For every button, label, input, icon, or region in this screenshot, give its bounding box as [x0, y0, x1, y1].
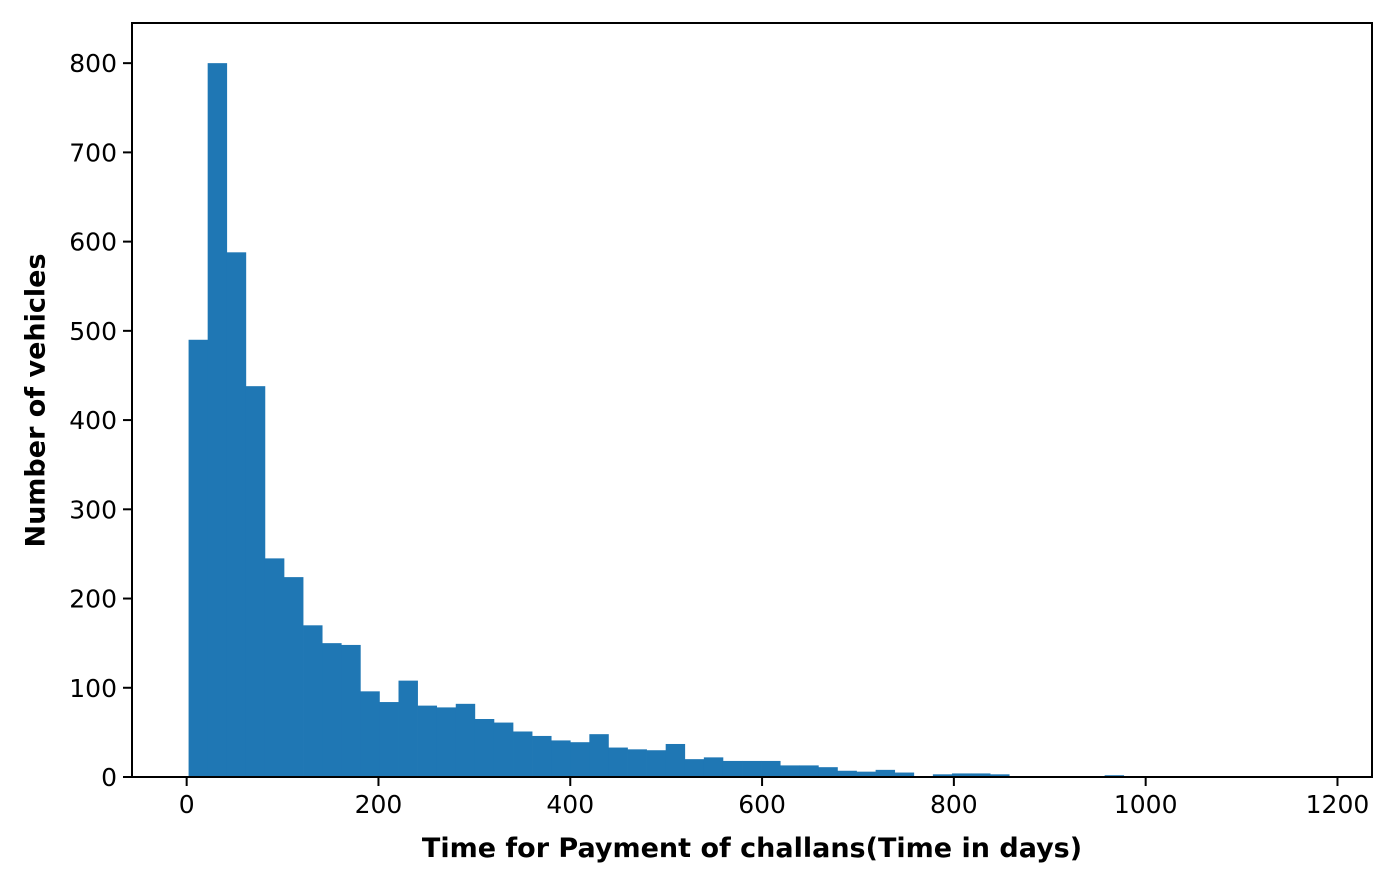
histogram-bar [646, 750, 667, 777]
y-tick-label: 800 [69, 49, 117, 78]
histogram-bar [551, 740, 571, 777]
histogram-bar [455, 703, 476, 777]
histogram-bar [761, 760, 781, 777]
histogram-bar [932, 774, 953, 777]
histogram-bar [513, 731, 533, 777]
histogram-bar [799, 765, 819, 777]
y-tick-label: 100 [69, 674, 117, 703]
histogram-bar [780, 765, 800, 777]
histogram-bar [360, 691, 380, 777]
histogram-bar [894, 772, 915, 777]
x-tick-label: 600 [738, 790, 786, 819]
histogram-bar [722, 760, 743, 777]
y-tick-label: 0 [101, 763, 117, 792]
x-tick-label: 200 [355, 790, 403, 819]
histogram-bar [226, 252, 247, 777]
x-tick-label: 0 [179, 790, 195, 819]
histogram-bar [990, 774, 1010, 777]
histogram-bar [665, 743, 686, 777]
histogram-bar [589, 734, 609, 777]
x-tick-label: 1200 [1306, 790, 1370, 819]
y-tick-label: 300 [69, 495, 117, 524]
histogram-bar [742, 760, 762, 777]
histogram-bar [818, 767, 838, 777]
histogram-bar [188, 339, 209, 777]
histogram-bar [608, 747, 628, 777]
histogram-bar [837, 770, 857, 777]
histogram-bar [436, 707, 457, 777]
y-axis-label: Number of vehicles [20, 252, 52, 548]
histogram-bar [971, 773, 991, 777]
y-axis-label-wrap: Number of vehicles [6, 23, 66, 777]
histogram-bar [951, 773, 972, 777]
histogram-bar [627, 749, 647, 777]
histogram-bar [398, 680, 418, 777]
histogram-bar [341, 644, 361, 777]
y-tick-label: 600 [69, 228, 117, 257]
y-tick-label: 500 [69, 317, 117, 346]
histogram-bar [684, 759, 705, 777]
histogram-bar [856, 771, 876, 777]
histogram-bar [417, 705, 438, 777]
x-axis-label: Time for Payment of challans(Time in day… [421, 833, 1083, 864]
histogram-bar [532, 735, 552, 777]
axes-box [131, 22, 1373, 778]
histogram-bar [207, 63, 228, 777]
histogram-bar [474, 719, 495, 777]
histogram-bar [493, 722, 514, 777]
histogram-bar [703, 757, 724, 777]
y-tick-label: 700 [69, 138, 117, 167]
y-tick-label: 400 [69, 406, 117, 435]
y-tick-label: 200 [69, 585, 117, 614]
x-tick-label: 800 [930, 790, 978, 819]
histogram-bar [264, 558, 285, 777]
histogram-bar [379, 702, 399, 777]
histogram-bar [875, 769, 896, 777]
x-tick-label: 1000 [1114, 790, 1178, 819]
histogram-bar [322, 643, 342, 777]
x-tick-label: 400 [546, 790, 594, 819]
histogram-bar [245, 386, 266, 777]
histogram-bar [284, 577, 304, 777]
histogram-bar [303, 625, 323, 777]
histogram-bar [570, 742, 590, 777]
